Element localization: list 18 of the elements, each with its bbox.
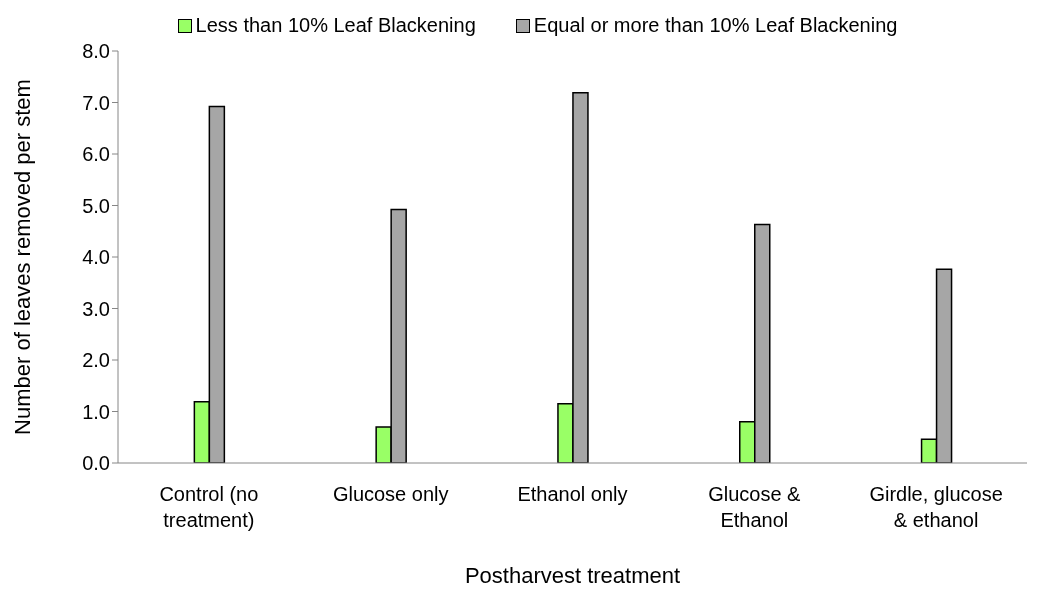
y-tick-label: 5.0	[82, 194, 110, 217]
legend-label: Less than 10% Leaf Blackening	[195, 14, 476, 37]
x-tick-label: Ethanol only	[517, 483, 628, 505]
y-axis-title: Number of leaves removed per stem	[9, 79, 35, 435]
x-tick-label: Glucose only	[332, 483, 449, 505]
x-tick-label: Glucose & Ethanol	[708, 483, 802, 531]
x-tick-label: Girdle, glucose & ethanol	[869, 483, 1003, 531]
x-tick-label: Control (no treatment)	[159, 483, 259, 531]
y-tick-label: 3.0	[82, 297, 110, 320]
y-tick-label: 8.0	[82, 40, 110, 63]
y-tick-label: 0.0	[82, 452, 110, 475]
y-tick-label: 4.0	[82, 246, 110, 269]
y-tick-label: 7.0	[82, 91, 110, 114]
y-tick-label: 2.0	[82, 349, 110, 372]
y-tick-label: 1.0	[82, 400, 110, 423]
y-tick-label: 6.0	[82, 143, 110, 166]
x-axis-title: Postharvest treatment	[464, 563, 681, 588]
legend-label: Equal or more than 10% Leaf Blackening	[533, 14, 898, 37]
